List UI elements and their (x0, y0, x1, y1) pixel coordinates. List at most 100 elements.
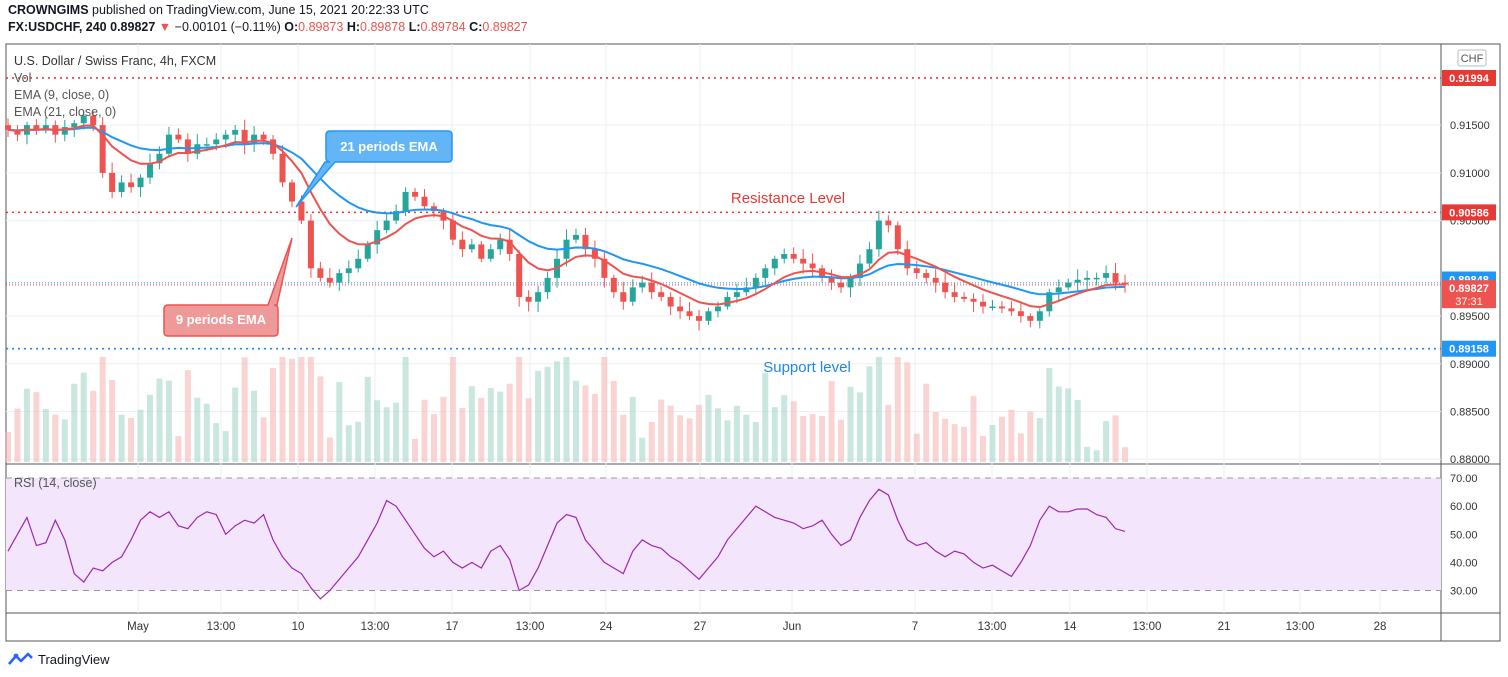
volume-bar (355, 421, 362, 462)
candle-body (866, 249, 873, 264)
candle-body (724, 296, 731, 307)
candle-body (307, 220, 314, 269)
volume-bar (90, 390, 97, 462)
candle-body (838, 282, 845, 288)
volume-bar (251, 390, 258, 462)
ema21-callout: 21 periods EMA (295, 130, 453, 208)
price-tag-label: 0.89158 (1449, 344, 1489, 356)
candle-body (241, 129, 248, 145)
time-tick-label: 21 (1218, 621, 1231, 633)
volume-bar (942, 418, 949, 462)
volume-bar (629, 396, 636, 462)
volume-bar (241, 357, 248, 462)
candle-body (658, 292, 665, 297)
volume-bar (648, 421, 655, 462)
candle-body (989, 306, 996, 308)
author-name[interactable]: CROWNGIMS (8, 3, 89, 17)
time-tick-label: May (127, 621, 149, 633)
volume-bar (771, 407, 778, 462)
candle-body (752, 277, 759, 288)
time-tick-label: Jun (783, 621, 802, 633)
legend-title: U.S. Dollar / Swiss Franc, 4h, FXCM (14, 54, 216, 68)
volume-bar (724, 420, 731, 462)
candle-body (222, 134, 229, 140)
time-tick-label: 27 (694, 621, 707, 633)
legend-ema9: EMA (9, close, 0) (14, 88, 109, 102)
volume-bar (601, 357, 608, 462)
change-value: −0.00101 (−0.11%) (174, 20, 281, 34)
horizontal-levels (6, 77, 1441, 350)
candle-body (279, 153, 286, 183)
candle-body (468, 244, 475, 250)
volume-bars (5, 357, 1128, 462)
candle-body (1074, 279, 1081, 283)
footer: TradingView (8, 648, 110, 670)
volume-bar (402, 357, 409, 462)
volume-bar (894, 357, 901, 462)
volume-bar (951, 424, 958, 462)
candle-body (165, 134, 172, 154)
volume-bar (146, 394, 153, 462)
candle-body (42, 125, 49, 130)
low-label: L: (408, 20, 421, 34)
candle-body (1008, 308, 1015, 312)
volume-bar (913, 433, 920, 462)
currency-badge-label: CHF (1461, 53, 1484, 65)
rsi-band (6, 478, 1441, 591)
volume-bar (194, 397, 201, 462)
candle-body (90, 115, 97, 126)
volume-bar (497, 391, 504, 462)
time-tick-label: 7 (912, 621, 918, 633)
volume-bar (487, 387, 494, 462)
candle-body (99, 125, 106, 173)
price-tick-label: 0.91500 (1450, 120, 1490, 132)
candle-body (402, 191, 409, 212)
volume-bar (1046, 368, 1053, 462)
candle-body (478, 244, 485, 259)
resistance-label: Resistance Level (731, 190, 845, 207)
volume-bar (705, 394, 712, 462)
volume-bar (260, 417, 267, 462)
candle-body (1065, 282, 1072, 288)
price-tag-countdown: 37:31 (1455, 296, 1483, 308)
volume-bar (288, 358, 295, 462)
candle-body (932, 277, 939, 283)
volume-bar (317, 376, 324, 462)
volume-bar (184, 370, 191, 462)
candle-body (856, 263, 863, 278)
volume-bar (430, 414, 437, 462)
volume-bar (383, 407, 390, 462)
volume-bar (5, 432, 11, 462)
rsi-line (7, 488, 1126, 600)
legend-vol: Vol (14, 71, 31, 85)
price-tag-label: 0.91994 (1449, 73, 1490, 85)
candle-body (705, 311, 712, 321)
low-value: 0.89784 (420, 20, 466, 34)
candle-body (146, 163, 153, 178)
volume-bar (137, 409, 144, 462)
candle-body (184, 139, 191, 154)
footer-brand[interactable]: TradingView (38, 651, 110, 667)
price-tag (1442, 340, 1496, 357)
candle-body (326, 277, 333, 283)
candle-body (904, 249, 911, 269)
candle-body (71, 123, 78, 128)
volume-bar (1017, 433, 1024, 462)
candle-body (298, 201, 305, 221)
volume-bar (213, 423, 220, 462)
time-axis-ticks: May 13:00 10 13:00 17 13:00 24 27 Jun 7 13:00 14 13:… (127, 621, 1386, 633)
candle-body (383, 220, 390, 231)
volume-bar (232, 387, 239, 462)
volume-bar (696, 404, 703, 462)
volume-bar (525, 398, 532, 462)
volume-bar (875, 357, 882, 462)
volume-bar (23, 388, 30, 462)
volume-bar (1065, 388, 1072, 462)
ema9-line (7, 124, 1126, 309)
open-label: O: (284, 20, 299, 34)
currency-badge[interactable] (1457, 49, 1487, 67)
support-label: Support level (763, 359, 851, 376)
volume-bar (970, 396, 977, 462)
volume-bar (1103, 421, 1110, 462)
